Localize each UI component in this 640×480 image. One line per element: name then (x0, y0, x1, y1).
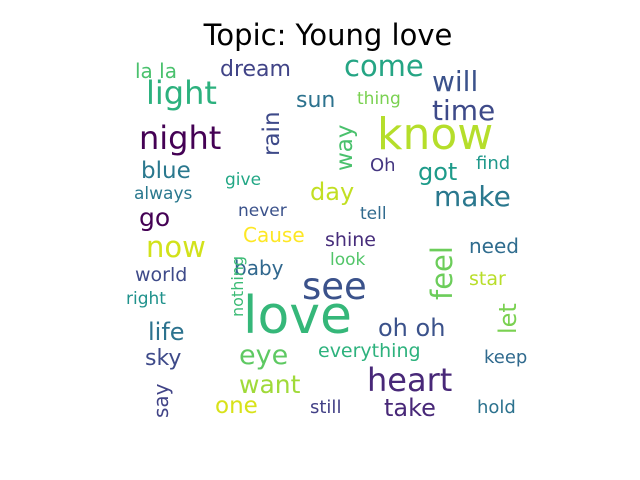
word-come: come (344, 49, 424, 83)
word-light: light (146, 74, 217, 112)
word-star: star (469, 268, 506, 290)
word-cause: Cause (243, 223, 305, 247)
word-sun: sun (296, 88, 336, 113)
word-find: find (476, 153, 511, 174)
word-see: see (302, 265, 367, 308)
word-let: let (494, 303, 522, 334)
word-la-la: la la (135, 59, 177, 83)
chart-title: Topic: Young love (203, 18, 453, 52)
word-oh: Oh (370, 155, 396, 176)
word-eye: eye (239, 340, 289, 371)
word-time: time (432, 94, 496, 127)
word-want: want (239, 370, 301, 399)
word-say: say (149, 383, 173, 418)
word-still: still (310, 397, 342, 418)
word-right: right (126, 289, 166, 309)
word-always: always (134, 184, 193, 204)
word-make: make (434, 180, 511, 213)
word-baby: baby (234, 256, 284, 280)
word-one: one (215, 393, 258, 419)
word-go: go (139, 203, 171, 232)
word-life: life (148, 318, 185, 346)
word-tell: tell (360, 204, 387, 224)
word-now: now (146, 230, 206, 264)
word-need: need (469, 234, 519, 258)
word-keep: keep (484, 347, 528, 368)
word-day: day (310, 178, 355, 206)
word-give: give (225, 170, 262, 190)
word-never: never (238, 201, 287, 221)
word-know: know (377, 109, 494, 160)
word-night: night (139, 119, 222, 157)
word-heart: heart (367, 361, 453, 399)
word-way: way (332, 124, 358, 171)
word-everything: everything (318, 340, 421, 362)
word-nothing: nothing (228, 255, 247, 317)
word-love: love (243, 286, 353, 346)
word-feel: feel (425, 246, 459, 300)
word-hold: hold (477, 397, 516, 418)
word-thing: thing (357, 89, 401, 109)
word-world: world (135, 264, 188, 286)
word-look: look (330, 250, 366, 270)
word-take: take (384, 394, 436, 422)
word-dream: dream (220, 57, 291, 82)
word-oh-oh: oh oh (378, 314, 446, 342)
word-shine: shine (325, 229, 376, 251)
word-got: got (418, 158, 458, 186)
word-rain: rain (259, 111, 285, 156)
word-will: will (432, 65, 479, 98)
word-blue: blue (141, 158, 191, 184)
word-sky: sky (145, 346, 182, 371)
